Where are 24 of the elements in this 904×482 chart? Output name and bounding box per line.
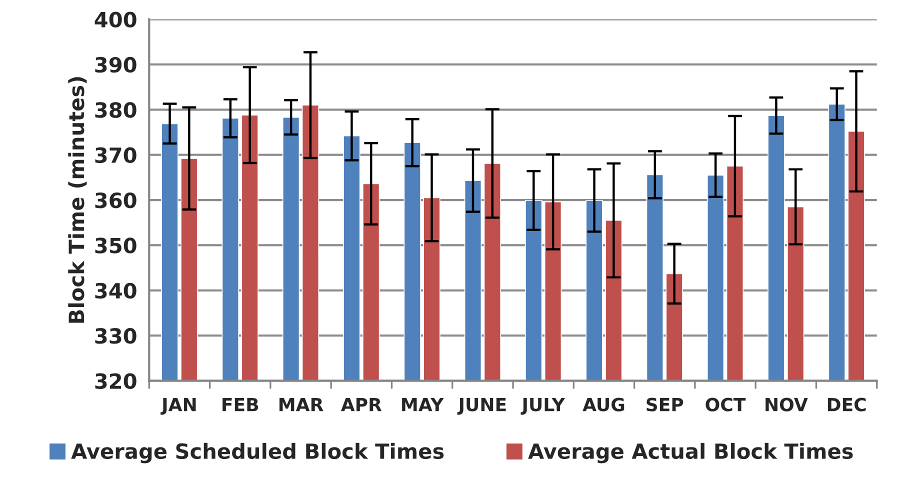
y-tick-label: 320 [95,373,136,389]
y-axis-title: Block Time (minutes) [68,77,87,323]
x-tick-label: APR [340,398,382,412]
x-tick-label: MAY [402,398,444,412]
x-tick-label: AUG [582,398,624,412]
y-tick-label: 400 [94,12,136,28]
y-tick-label: 340 [95,282,136,299]
y-tick-label: 370 [95,147,136,164]
y-tick-label: 350 [95,238,136,254]
x-tick-label: MAR [280,398,324,412]
x-tick-label: OCT [706,398,746,412]
x-tick-label: JULY [520,398,566,415]
y-tick-label: 380 [95,102,136,118]
x-tick-label: NOV [766,398,808,412]
x-tick-label: SEP [646,398,684,412]
legend-label: Average Actual Block Times [528,442,853,464]
y-tick-label: 360 [95,192,136,208]
y-tick-label: 330 [95,328,136,344]
y-tick-label: 390 [95,56,136,73]
legend-label: Average Scheduled Block Times [71,442,444,464]
x-tick-label: JUNE [457,398,506,415]
x-tick-label: DEC [828,398,866,412]
x-tick-label: JAN [160,398,196,415]
x-tick-label: FEB [222,398,258,412]
